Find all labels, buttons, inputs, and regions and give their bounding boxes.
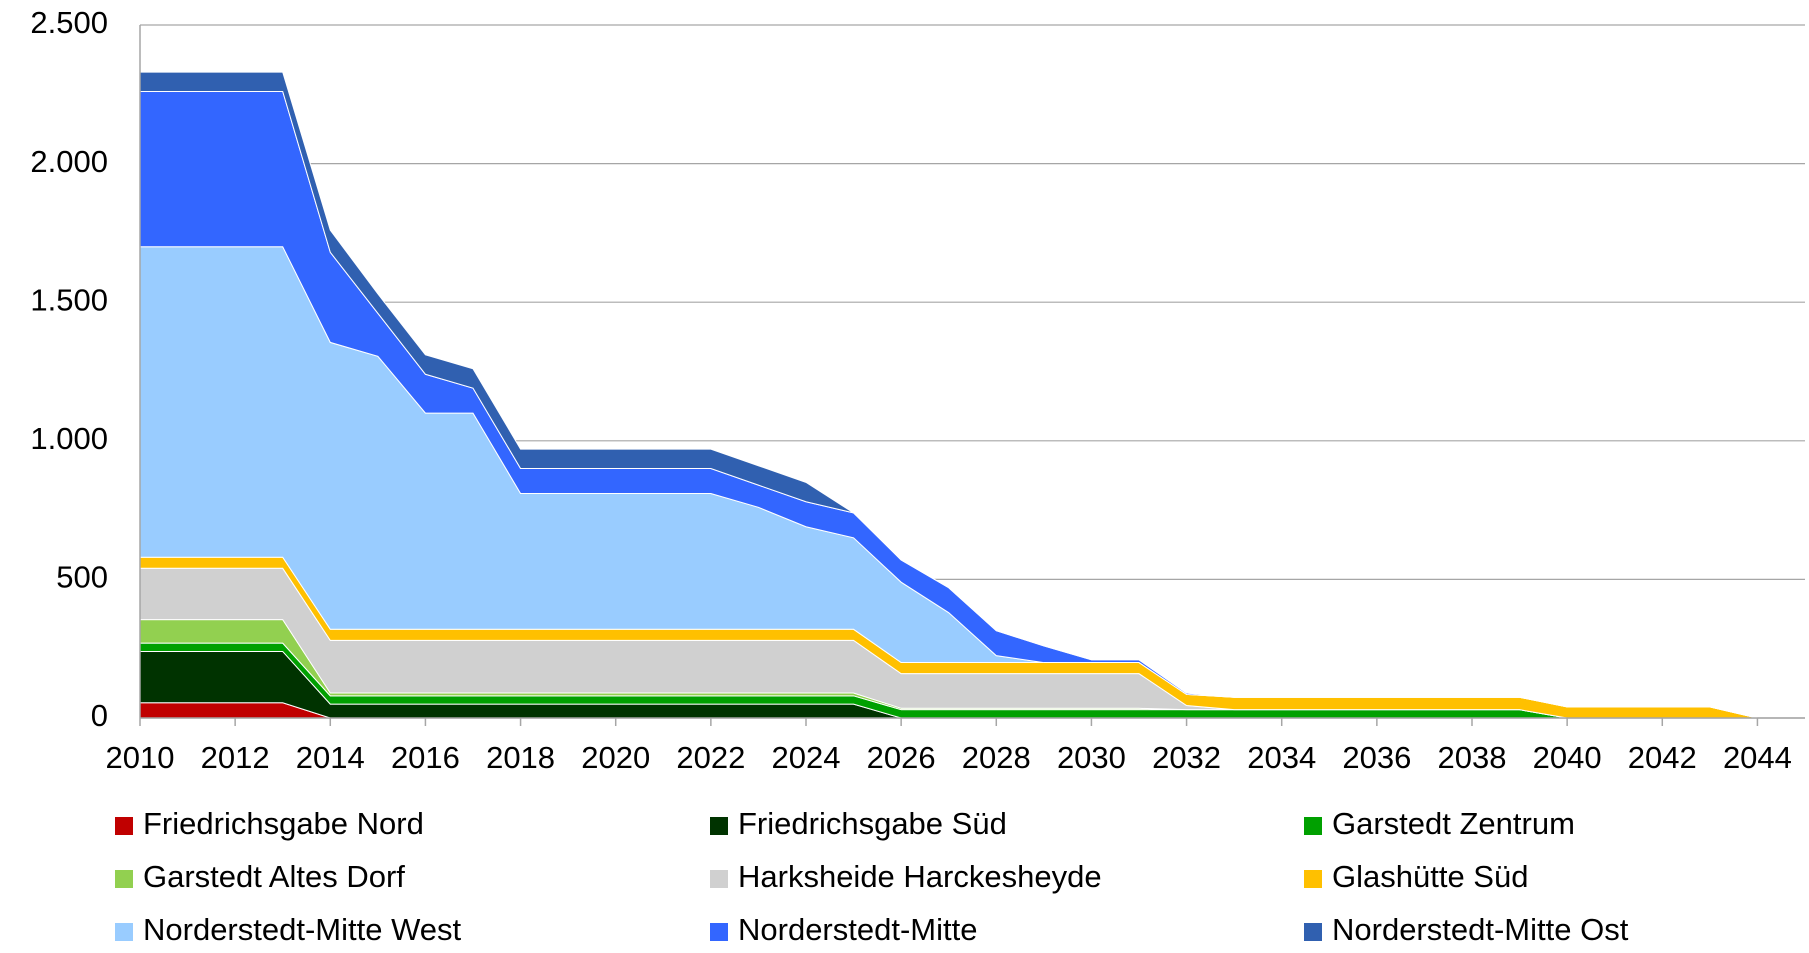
legend-swatch <box>710 817 728 835</box>
x-tick-label: 2020 <box>581 740 650 775</box>
area <box>139 71 1758 719</box>
x-tick-label: 2044 <box>1723 740 1792 775</box>
legend-label: Norderstedt-Mitte <box>738 912 977 947</box>
y-tick-label: 1.000 <box>30 421 108 456</box>
legend-swatch <box>115 817 133 835</box>
legend-label: Norderstedt-Mitte West <box>143 912 462 947</box>
legend-label: Garstedt Zentrum <box>1332 806 1575 841</box>
x-tick-label: 2034 <box>1247 740 1316 775</box>
y-tick-label: 2.500 <box>30 5 108 40</box>
legend-label: Friedrichsgabe Nord <box>143 806 424 841</box>
x-tick-label: 2040 <box>1533 740 1602 775</box>
x-tick-label: 2012 <box>201 740 270 775</box>
legend-label: Harksheide Harckesheyde <box>738 859 1102 894</box>
x-tick-label: 2010 <box>106 740 175 775</box>
legend-label: Glashütte Süd <box>1332 859 1528 894</box>
x-tick-label: 2032 <box>1152 740 1221 775</box>
legend-label: Friedrichsgabe Süd <box>738 806 1007 841</box>
legend-swatch <box>710 870 728 888</box>
legend-label: Norderstedt-Mitte Ost <box>1332 912 1629 947</box>
legend-swatch <box>1304 870 1322 888</box>
legend-swatch <box>115 870 133 888</box>
x-tick-label: 2018 <box>486 740 555 775</box>
x-tick-label: 2014 <box>296 740 365 775</box>
legend-label: Garstedt Altes Dorf <box>143 859 405 894</box>
y-tick-label: 1.500 <box>30 282 108 317</box>
legend-swatch <box>115 923 133 941</box>
x-tick-label: 2022 <box>676 740 745 775</box>
x-tick-label: 2028 <box>962 740 1031 775</box>
y-tick-label: 2.000 <box>30 144 108 179</box>
x-tick-label: 2026 <box>867 740 936 775</box>
x-tick-label: 2016 <box>391 740 460 775</box>
legend-swatch <box>1304 817 1322 835</box>
x-tick-label: 2036 <box>1342 740 1411 775</box>
y-tick-label: 500 <box>56 560 108 595</box>
legend-swatch <box>1304 923 1322 941</box>
y-tick-label: 0 <box>91 698 108 733</box>
x-tick-label: 2042 <box>1628 740 1697 775</box>
x-tick-label: 2030 <box>1057 740 1126 775</box>
x-tick-label: 2038 <box>1438 740 1507 775</box>
x-tick-label: 2024 <box>772 740 841 775</box>
legend-swatch <box>710 923 728 941</box>
